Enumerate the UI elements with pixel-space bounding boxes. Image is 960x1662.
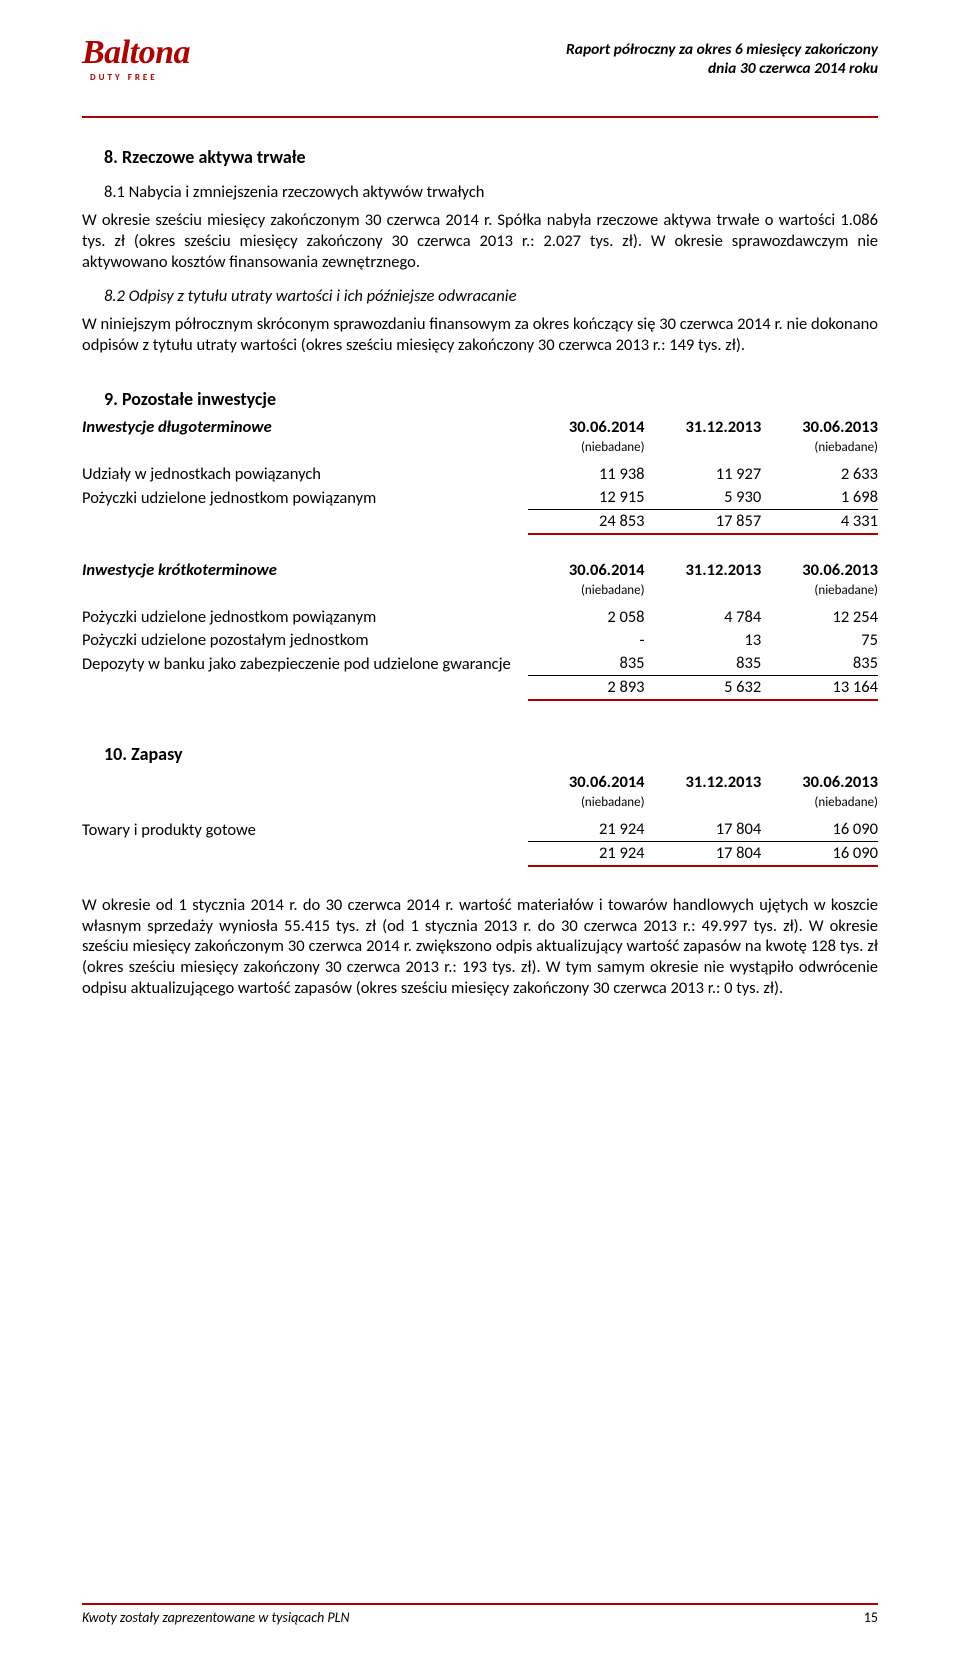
cell: 16 090	[761, 818, 878, 842]
section8-title: 8. Rzeczowe aktywa trwałe	[104, 146, 878, 168]
logo: Baltona DUTY FREE	[82, 36, 190, 83]
table-row: Pożyczki udzielone jednostkom powiązanym…	[82, 606, 878, 629]
total-cell: 17 857	[645, 509, 762, 534]
long-term-header: Inwestycje długoterminowe	[82, 416, 528, 439]
total-cell: 2 893	[528, 675, 645, 700]
total-cell: 5 632	[645, 675, 762, 700]
table-row: Depozyty w banku jako zabezpieczenie pod…	[82, 652, 878, 676]
total-cell: 16 090	[761, 841, 878, 866]
row-label: Depozyty w banku jako zabezpieczenie pod…	[82, 652, 528, 676]
cell: -	[528, 629, 645, 652]
total-cell: 4 331	[761, 509, 878, 534]
niebadane: (niebadane)	[761, 582, 878, 600]
total-cell: 21 924	[528, 841, 645, 866]
total-cell: 24 853	[528, 509, 645, 534]
page-header: Baltona DUTY FREE Raport półroczny za ok…	[82, 36, 878, 102]
niebadane: (niebadane)	[528, 794, 645, 812]
header-rule	[82, 116, 878, 118]
short-term-header: Inwestycje krótkoterminowe	[82, 559, 528, 582]
date-col: 30.06.2013	[761, 416, 878, 439]
page-footer: Kwoty zostały zaprezentowane w tysiącach…	[82, 1603, 878, 1626]
niebadane: (niebadane)	[761, 794, 878, 812]
table-long-term: Inwestycje długoterminowe 30.06.2014 31.…	[82, 416, 878, 535]
row-label: Pożyczki udzielone jednostkom powiązanym	[82, 486, 528, 510]
niebadane: (niebadane)	[761, 439, 878, 457]
cell: 13	[645, 629, 762, 652]
section8-1-title: 8.1 Nabycia i zmniejszenia rzeczowych ak…	[104, 182, 878, 202]
cell: 11 938	[528, 463, 645, 486]
cell: 12 915	[528, 486, 645, 510]
cell: 835	[645, 652, 762, 676]
date-col: 31.12.2013	[645, 559, 762, 582]
table-row: Udziały w jednostkach powiązanych 11 938…	[82, 463, 878, 486]
date-col: 31.12.2013	[645, 416, 762, 439]
total-cell: 13 164	[761, 675, 878, 700]
table-short-term: Inwestycje krótkoterminowe 30.06.2014 31…	[82, 559, 878, 701]
logo-subtitle: DUTY FREE	[90, 72, 190, 83]
row-label: Udziały w jednostkach powiązanych	[82, 463, 528, 486]
table-zapasy: 30.06.2014 31.12.2013 30.06.2013 (niebad…	[82, 771, 878, 867]
section10-title: 10. Zapasy	[104, 743, 878, 765]
date-col: 30.06.2013	[761, 559, 878, 582]
header-line1: Raport półroczny za okres 6 miesięcy zak…	[566, 40, 878, 59]
cell: 21 924	[528, 818, 645, 842]
niebadane: (niebadane)	[528, 439, 645, 457]
date-col: 30.06.2013	[761, 771, 878, 794]
section8-2-title: 8.2 Odpisy z tytułu utraty wartości i ic…	[104, 286, 878, 306]
date-col: 30.06.2014	[528, 416, 645, 439]
section8-1-para: W okresie sześciu miesięcy zakończonym 3…	[82, 210, 878, 272]
header-line2: dnia 30 czerwca 2014 roku	[566, 59, 878, 78]
table-total-row: 24 853 17 857 4 331	[82, 509, 878, 534]
date-col: 31.12.2013	[645, 771, 762, 794]
date-col: 30.06.2014	[528, 559, 645, 582]
cell: 2 058	[528, 606, 645, 629]
row-label: Towary i produkty gotowe	[82, 818, 528, 842]
header-meta: Raport półroczny za okres 6 miesięcy zak…	[566, 40, 878, 79]
cell: 12 254	[761, 606, 878, 629]
row-label: Pożyczki udzielone pozostałym jednostkom	[82, 629, 528, 652]
cell: 835	[528, 652, 645, 676]
table-total-row: 21 924 17 804 16 090	[82, 841, 878, 866]
cell: 1 698	[761, 486, 878, 510]
table-row: Towary i produkty gotowe 21 924 17 804 1…	[82, 818, 878, 842]
footer-left: Kwoty zostały zaprezentowane w tysiącach…	[82, 1609, 350, 1626]
cell: 17 804	[645, 818, 762, 842]
total-cell: 17 804	[645, 841, 762, 866]
section8-2-para: W niniejszym półrocznym skróconym sprawo…	[82, 314, 878, 356]
footer-rule	[82, 1603, 878, 1605]
page-number: 15	[864, 1609, 878, 1626]
cell: 5 930	[645, 486, 762, 510]
section10-para: W okresie od 1 stycznia 2014 r. do 30 cz…	[82, 895, 878, 999]
cell: 11 927	[645, 463, 762, 486]
cell: 4 784	[645, 606, 762, 629]
niebadane: (niebadane)	[528, 582, 645, 600]
row-label: Pożyczki udzielone jednostkom powiązanym	[82, 606, 528, 629]
date-col: 30.06.2014	[528, 771, 645, 794]
cell: 835	[761, 652, 878, 676]
table-total-row: 2 893 5 632 13 164	[82, 675, 878, 700]
section9-title: 9. Pozostałe inwestycje	[104, 388, 878, 410]
table-row: Pożyczki udzielone jednostkom powiązanym…	[82, 486, 878, 510]
logo-text: Baltona	[82, 36, 190, 70]
cell: 2 633	[761, 463, 878, 486]
table-row: Pożyczki udzielone pozostałym jednostkom…	[82, 629, 878, 652]
cell: 75	[761, 629, 878, 652]
